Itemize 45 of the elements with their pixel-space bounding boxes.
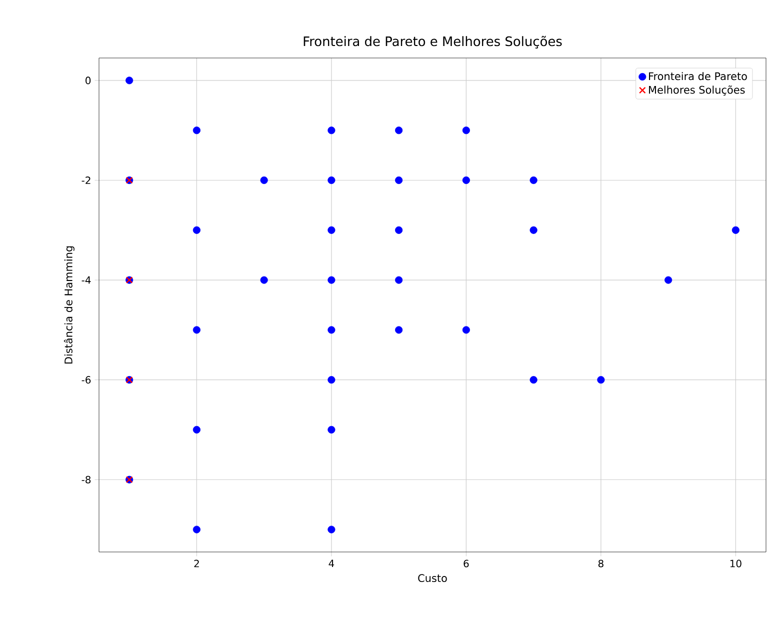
legend-label: Fronteira de Pareto (649, 72, 747, 80)
point (395, 276, 403, 284)
point (192, 326, 200, 334)
point (530, 176, 538, 184)
point (732, 226, 740, 234)
point (395, 126, 403, 134)
point (597, 376, 605, 384)
chart-title: Fronteira de Pareto e Melhores Soluções (304, 36, 562, 48)
point (192, 126, 200, 134)
y-tick-label: -2 (82, 176, 90, 184)
legend-label: Melhores Soluções (649, 85, 745, 96)
point (395, 326, 403, 334)
y-tick-label: -8 (82, 476, 91, 484)
point (192, 526, 200, 534)
y-axis-title: Distância de Hamming (64, 246, 74, 364)
point (462, 176, 470, 184)
point (328, 276, 336, 284)
point (530, 376, 538, 384)
y-tick-label: -4 (82, 276, 91, 284)
point (328, 326, 336, 334)
point (395, 226, 403, 234)
point (260, 276, 268, 284)
point (328, 526, 336, 534)
point (462, 326, 470, 334)
x-tick-label: 4 (328, 560, 334, 568)
point (192, 226, 200, 234)
point (328, 176, 336, 184)
point (328, 376, 336, 384)
x-tick-label: 2 (194, 560, 199, 568)
x-tick-label: 10 (730, 560, 742, 568)
x-axis-title: Custo (418, 574, 447, 582)
point (328, 226, 336, 234)
point (328, 126, 336, 134)
point (395, 176, 403, 184)
x-tick-label: 8 (598, 560, 604, 568)
point (260, 176, 268, 184)
point (192, 426, 200, 434)
point (126, 76, 134, 84)
x-tick-label: 6 (464, 560, 469, 568)
point (328, 426, 336, 434)
point (530, 226, 538, 234)
y-tick-label: -6 (82, 376, 91, 384)
y-tick-label: 0 (86, 76, 91, 84)
point (462, 126, 470, 134)
point (664, 276, 672, 284)
